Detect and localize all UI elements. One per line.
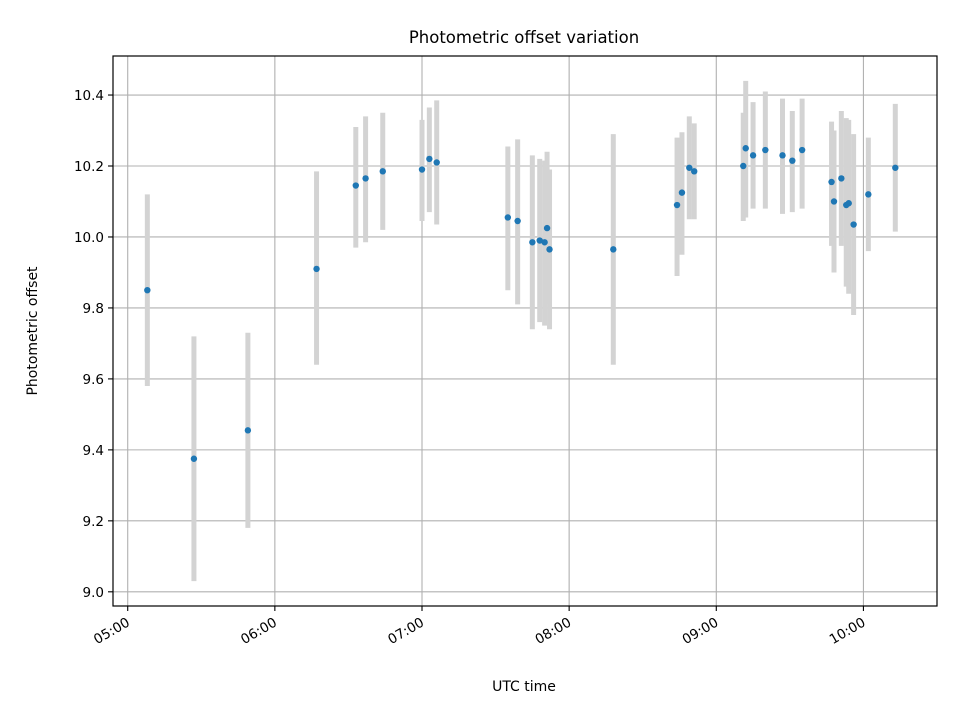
y-tick-label: 9.0: [83, 585, 104, 601]
data-point: [838, 175, 845, 182]
y-axis-ticks: 9.0 9.2 9.4 9.6 9.8 10.0 10.2 10.4: [74, 88, 113, 601]
data-point: [514, 217, 521, 225]
y-tick-label: 9.8: [83, 301, 104, 317]
data-point: [673, 201, 681, 209]
data-point: [529, 239, 536, 246]
data-point: [686, 164, 693, 171]
data-point: [850, 221, 857, 228]
data-point: [789, 157, 796, 164]
plot-frame: [112, 55, 938, 607]
data-point: [433, 159, 440, 166]
data-point: [536, 237, 543, 244]
y-tick-label: 10.0: [74, 230, 104, 246]
data-point: [313, 265, 320, 273]
data-point: [865, 191, 872, 198]
data-point: [244, 427, 252, 434]
x-axis-label: UTC time: [492, 679, 556, 695]
data-point: [418, 166, 426, 173]
data-point: [742, 145, 749, 152]
data-point: [610, 246, 617, 253]
data-point: [426, 155, 433, 163]
data-point: [892, 164, 899, 171]
data-point: [541, 239, 548, 246]
y-tick-label: 10.4: [74, 88, 104, 104]
data-point: [144, 286, 151, 294]
y-tick-label: 9.2: [83, 514, 104, 530]
data-point: [830, 198, 838, 205]
data-point: [678, 189, 686, 196]
y-axis-label: Photometric offset: [25, 266, 41, 396]
data-points: [144, 145, 899, 462]
y-tick-label: 9.6: [83, 372, 104, 388]
data-point: [762, 146, 769, 154]
data-point: [740, 162, 747, 170]
data-point: [379, 168, 386, 175]
data-point: [504, 214, 512, 221]
data-point: [543, 224, 551, 232]
data-point: [779, 152, 786, 159]
y-tick-label: 10.2: [74, 159, 104, 175]
data-point: [190, 455, 198, 462]
data-point: [546, 246, 553, 253]
data-point: [798, 146, 806, 154]
chart-title: Photometric offset variation: [409, 28, 639, 47]
data-point: [749, 152, 757, 159]
data-point: [691, 168, 698, 175]
y-tick-label: 9.4: [83, 443, 104, 459]
data-point: [845, 200, 852, 207]
data-point: [828, 178, 835, 186]
data-point: [362, 175, 369, 182]
data-point: [352, 182, 359, 189]
